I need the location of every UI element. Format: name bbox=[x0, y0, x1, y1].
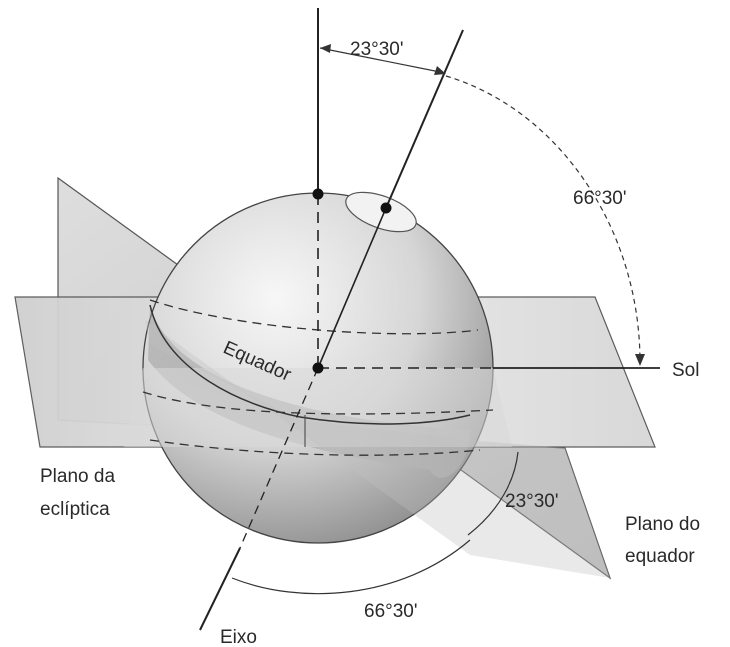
center-point bbox=[312, 362, 324, 374]
top-angle-label: 23°30' bbox=[350, 39, 404, 60]
ecliptic-plane-label-line2: eclíptica bbox=[40, 499, 110, 520]
equator-plane-front bbox=[145, 320, 610, 578]
upper-arc-label: 66°30' bbox=[573, 188, 627, 209]
lower-angle-label: 23°30' bbox=[505, 491, 559, 512]
ecliptic-plane-label-line1: Plano da bbox=[40, 466, 115, 487]
equator-plane-label-line1: Plano do bbox=[625, 514, 700, 535]
upper-arc-arrowhead bbox=[635, 354, 645, 366]
ecliptic-circle-lower bbox=[149, 439, 481, 456]
top-angle-arrow bbox=[319, 47, 441, 73]
top-angle-arrowhead-right bbox=[434, 66, 446, 75]
celestial-pole-point bbox=[380, 202, 392, 214]
equator-plane-label-line2: equador bbox=[625, 546, 695, 567]
sun-label: Sol bbox=[672, 360, 699, 381]
ecliptic-pole-point bbox=[312, 188, 324, 200]
axis-line-hidden bbox=[239, 367, 319, 549]
bottom-arc bbox=[231, 539, 471, 595]
axis-line-inside bbox=[317, 207, 387, 369]
bottom-angle-label: 66°30' bbox=[364, 601, 418, 622]
axis-line-lower bbox=[199, 547, 241, 631]
top-angle-arrowhead-left bbox=[320, 44, 331, 53]
axis-label: Eixo bbox=[220, 627, 257, 647]
ecliptic-plane-front bbox=[124, 368, 512, 447]
upper-arc bbox=[445, 75, 641, 363]
lower-arc-23 bbox=[467, 451, 519, 536]
equator-line bbox=[149, 304, 471, 425]
polar-cap bbox=[345, 191, 417, 233]
ecliptic-circle-hidden bbox=[142, 391, 494, 415]
axis-line-upper bbox=[385, 29, 464, 209]
